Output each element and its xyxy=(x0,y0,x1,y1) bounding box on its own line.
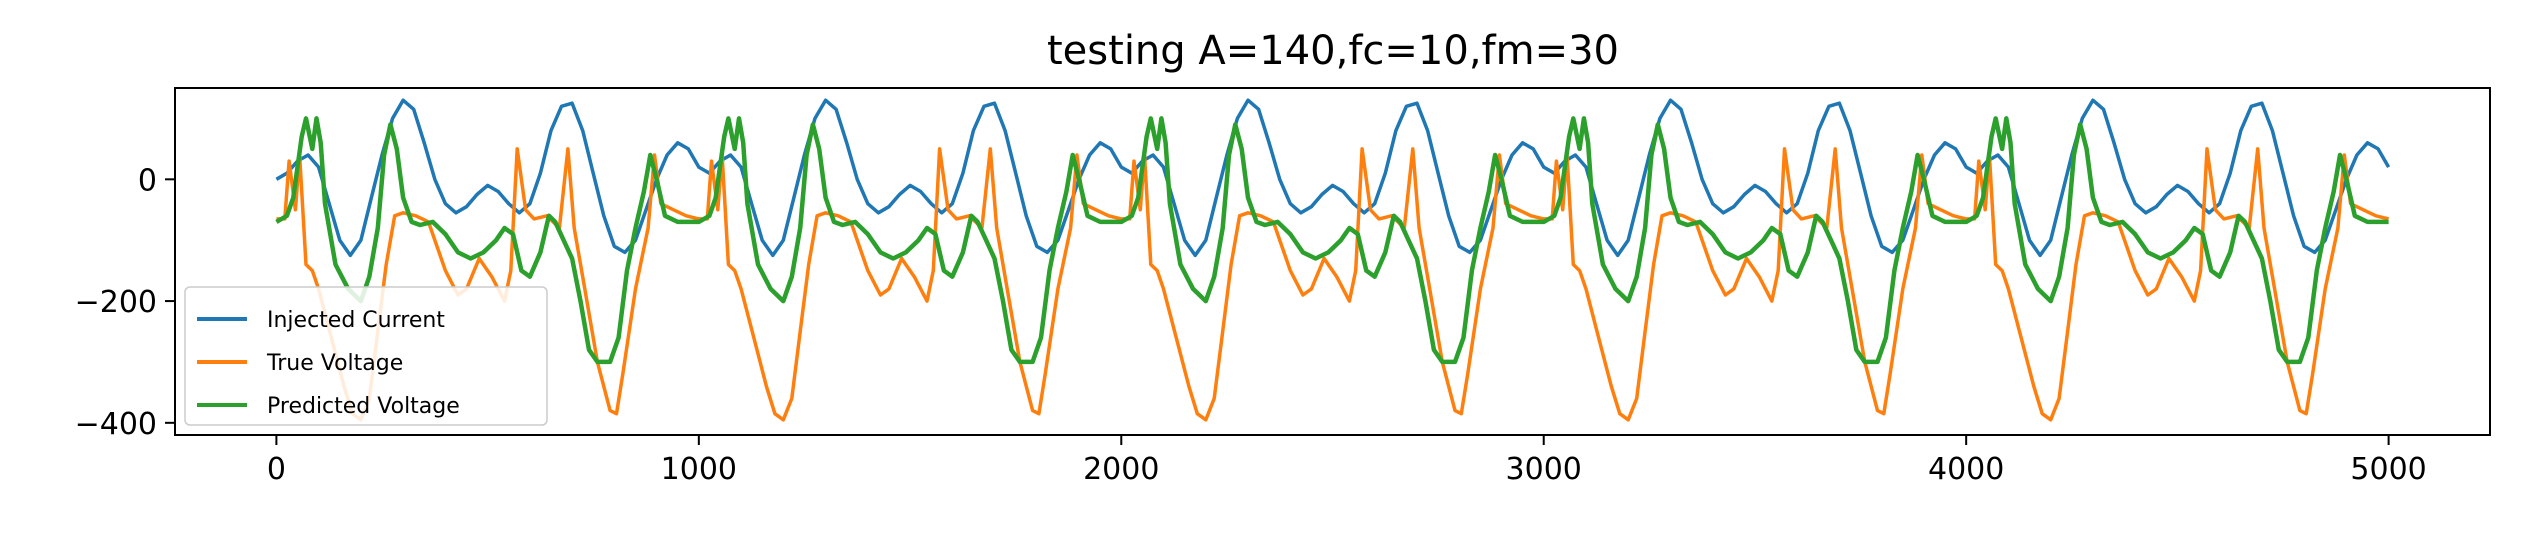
y-tick-label: −400 xyxy=(75,407,157,442)
axes-layer: 0 1000 2000 3000 4000 5000 0 −200 −400 xyxy=(75,87,2491,487)
y-tick-label: 0 xyxy=(138,163,157,198)
x-tick-label: 2000 xyxy=(1083,452,1159,487)
chart-title: testing A=140,fc=10,fm=30 xyxy=(1047,28,1619,74)
legend-label: Predicted Voltage xyxy=(267,394,460,419)
plot-frame xyxy=(174,87,2491,436)
x-tick-label: 4000 xyxy=(1928,452,2004,487)
x-tick-label: 1000 xyxy=(661,452,737,487)
x-tick-label: 0 xyxy=(267,452,286,487)
y-tick-label: −200 xyxy=(75,285,157,320)
series-line-true-voltage xyxy=(276,147,2390,422)
legend-label: True Voltage xyxy=(266,351,403,376)
legend-box xyxy=(184,286,548,426)
x-tick-label: 5000 xyxy=(2350,452,2426,487)
x-tick-label: 3000 xyxy=(1506,452,1582,487)
legend: Injected Current True Voltage Predicted Vo… xyxy=(184,286,548,426)
series-line-predicted-voltage xyxy=(275,116,2389,365)
legend-label: Injected Current xyxy=(267,308,445,333)
series-line-injected-current xyxy=(275,98,2391,258)
series-layer xyxy=(275,98,2391,422)
